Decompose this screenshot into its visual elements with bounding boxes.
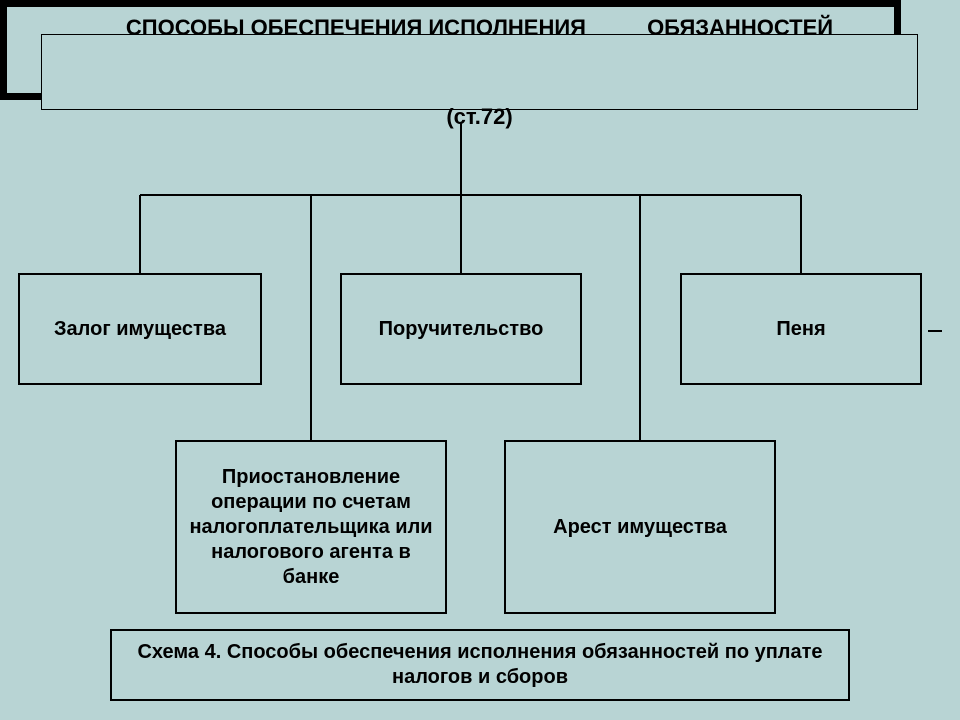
node-label: Арест имущества xyxy=(553,515,727,540)
caption-box: Схема 4. Способы обеспечения исполнения … xyxy=(110,629,850,701)
node-priostanovlenie-operatsii: Приостановление операции по счетам налог… xyxy=(175,440,447,614)
node-poruchitelstvo: Поручительство xyxy=(340,273,582,385)
node-label: Приостановление операции по счетам налог… xyxy=(187,465,435,590)
title-box: СПОСОБЫ ОБЕСПЕЧЕНИЯ ИСПОЛНЕНИЯ ОБЯЗАННОС… xyxy=(41,34,918,110)
node-label: Пеня xyxy=(776,317,825,342)
title-line1: СПОСОБЫ ОБЕСПЕЧЕНИЯ ИСПОЛНЕНИЯ ОБЯЗАННОС… xyxy=(126,13,833,43)
caption-text: Схема 4. Способы обеспечения исполнения … xyxy=(122,640,838,690)
title-line2: (ст.72) xyxy=(126,102,833,132)
node-penya: Пеня xyxy=(680,273,922,385)
node-label: Залог имущества xyxy=(54,317,226,342)
node-zalog-imushchestva: Залог имущества xyxy=(18,273,262,385)
title-text: СПОСОБЫ ОБЕСПЕЧЕНИЯ ИСПОЛНЕНИЯ ОБЯЗАННОС… xyxy=(126,0,833,191)
node-arest-imushchestva: Арест имущества xyxy=(504,440,776,614)
diagram-stage: СПОСОБЫ ОБЕСПЕЧЕНИЯ ИСПОЛНЕНИЯ ОБЯЗАННОС… xyxy=(0,0,960,720)
node-label: Поручительство xyxy=(379,317,544,342)
